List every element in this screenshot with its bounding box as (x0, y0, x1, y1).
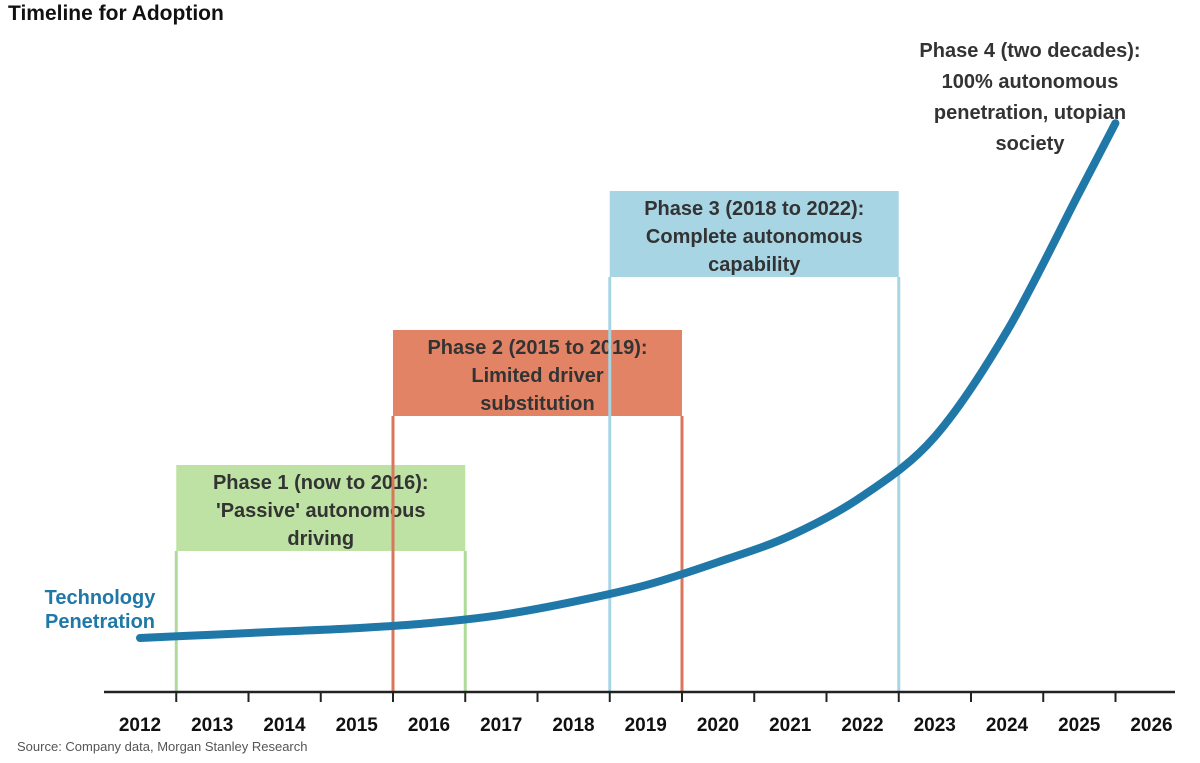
phase-2-box (393, 330, 682, 416)
series-line-technology-penetration (136, 119, 1120, 642)
phase-3-box (609, 191, 899, 277)
x-tick-label: 2025 (1058, 715, 1101, 736)
phase-3-label-line: capability (708, 254, 801, 276)
phase-4: Phase 4 (two decades): 100% autonomous pen… (919, 40, 1140, 155)
phase-4-label-line: Phase 4 (two decades): (919, 40, 1140, 62)
phase-2: Phase 2 (2015 to 2019): Limited driver sub… (391, 330, 684, 692)
phase-3: Phase 3 (2018 to 2022): Complete autonomo… (608, 191, 901, 692)
x-tick-label: 2018 (552, 715, 594, 736)
x-axis: 2012 2013 2014 2015 2016 2017 2018 2019 2020 2021… (104, 690, 1175, 736)
phases-layer: Phase 1 (now to 2016): 'Passive' autonomo… (174, 40, 1141, 692)
x-tick-label: 2019 (625, 715, 667, 736)
x-tick-label: 2020 (697, 715, 739, 736)
x-tick-label: 2013 (191, 715, 233, 736)
phase-1-label-line: Phase 1 (now to 2016): (213, 472, 429, 494)
phase-4-label-line: 100% autonomous (942, 71, 1119, 93)
series-layer: Technology Penetration (45, 119, 1120, 642)
phase-2-label-line: Limited driver (471, 365, 603, 387)
chart-title: Timeline for Adoption (8, 2, 224, 25)
x-tick-label: 2021 (769, 715, 812, 736)
x-tick-label: 2017 (480, 715, 522, 736)
x-tick-label: 2024 (986, 715, 1029, 736)
phase-3-label-line: Phase 3 (2018 to 2022): (644, 198, 864, 220)
phase-1-label-line: 'Passive' autonomous (216, 500, 426, 522)
series-label-word: Penetration (45, 611, 155, 633)
phase-4-label-line: society (996, 133, 1066, 155)
series-label-word: Technology (45, 587, 157, 609)
x-tick-label: 2014 (263, 715, 306, 736)
phase-3-label-line: Complete autonomous (646, 226, 863, 248)
phase-1-box (176, 465, 466, 551)
x-tick-label: 2026 (1130, 715, 1172, 736)
series-label: Technology Penetration (45, 587, 157, 633)
phase-1: Phase 1 (now to 2016): 'Passive' autonomo… (174, 465, 467, 692)
x-tick-label: 2015 (336, 715, 379, 736)
x-tick-label: 2012 (119, 715, 161, 736)
phase-2-label-line: substitution (480, 393, 594, 415)
phase-4-label-line: penetration, utopian (934, 102, 1126, 124)
source-note: Source: Company data, Morgan Stanley Res… (17, 739, 308, 754)
x-tick-label: 2023 (914, 715, 956, 736)
phase-1-label-line: driving (287, 528, 354, 550)
x-tick-label: 2016 (408, 715, 450, 736)
x-tick-label: 2022 (841, 715, 883, 736)
phase-2-label-line: Phase 2 (2015 to 2019): (427, 337, 647, 359)
